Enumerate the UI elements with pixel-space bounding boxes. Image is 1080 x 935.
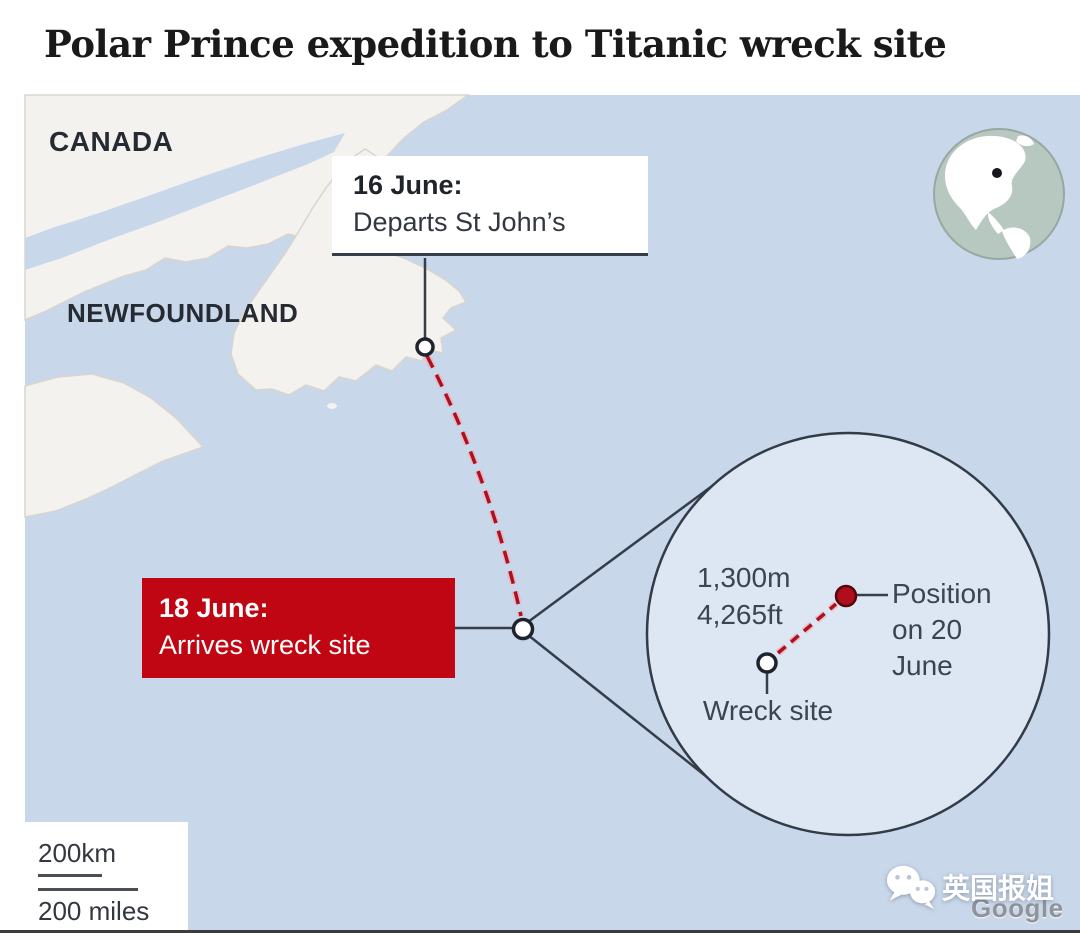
region-label-canada: CANADA — [49, 126, 174, 157]
marker-position-20-june — [834, 584, 858, 608]
scale-miles-label: 200 miles — [38, 896, 150, 926]
region-label-newfoundland: NEWFOUNDLAND — [67, 298, 299, 328]
map-scale-box: 200km 200 miles — [25, 822, 188, 931]
depth-label: 1,300m 4,265ft — [697, 559, 790, 633]
tangent-line-upper — [527, 473, 728, 624]
globe-locator-icon — [933, 128, 1065, 260]
page-title: Polar Prince expedition to Titanic wreck… — [44, 22, 947, 66]
marker-wreck-arrival-junction — [511, 617, 535, 641]
island-small-2 — [81, 390, 115, 406]
river-st-lawrence — [25, 133, 345, 270]
wechat-bubbles-icon — [886, 865, 936, 910]
callout-depart-st-johns: 16 June: Departs St John’s — [332, 156, 648, 256]
marker-st-johns — [415, 337, 435, 357]
globe-location-dot — [992, 168, 1002, 178]
watermark: 英国报姐 — [884, 860, 1054, 914]
tangent-line-lower — [527, 634, 723, 790]
inset-dashed-line — [776, 602, 838, 655]
scale-km-label: 200km — [38, 838, 117, 868]
arrive-text: Arrives wreck site — [159, 630, 371, 660]
wreck-site-label: Wreck site — [702, 695, 834, 726]
position-20-june-label: Position on 20 June — [892, 578, 992, 681]
island-small-1 — [29, 404, 75, 426]
island-small-4 — [327, 403, 337, 409]
callout-arrive-wreck-site: 18 June: Arrives wreck site — [142, 578, 455, 678]
watermark-text: 英国报姐 — [942, 873, 1055, 904]
island-small-3 — [53, 436, 79, 446]
depart-text: Departs St John’s — [353, 207, 566, 237]
land-canada-mainland — [24, 94, 471, 322]
depart-date: 16 June: — [353, 170, 463, 200]
route-dashed-line — [425, 355, 523, 617]
marker-wreck-site — [756, 652, 778, 674]
arrive-date: 18 June: — [159, 593, 269, 623]
land-newfoundland-island — [230, 148, 468, 396]
bottom-border-line — [0, 930, 1080, 933]
depth-imperial: 4,265ft — [697, 599, 783, 630]
scale-miles-bar — [38, 888, 138, 891]
google-attribution: Google — [971, 893, 1064, 923]
scale-km-bar — [38, 874, 102, 877]
inset-zoom-circle — [645, 431, 1051, 837]
depth-metric: 1,300m — [697, 562, 791, 593]
